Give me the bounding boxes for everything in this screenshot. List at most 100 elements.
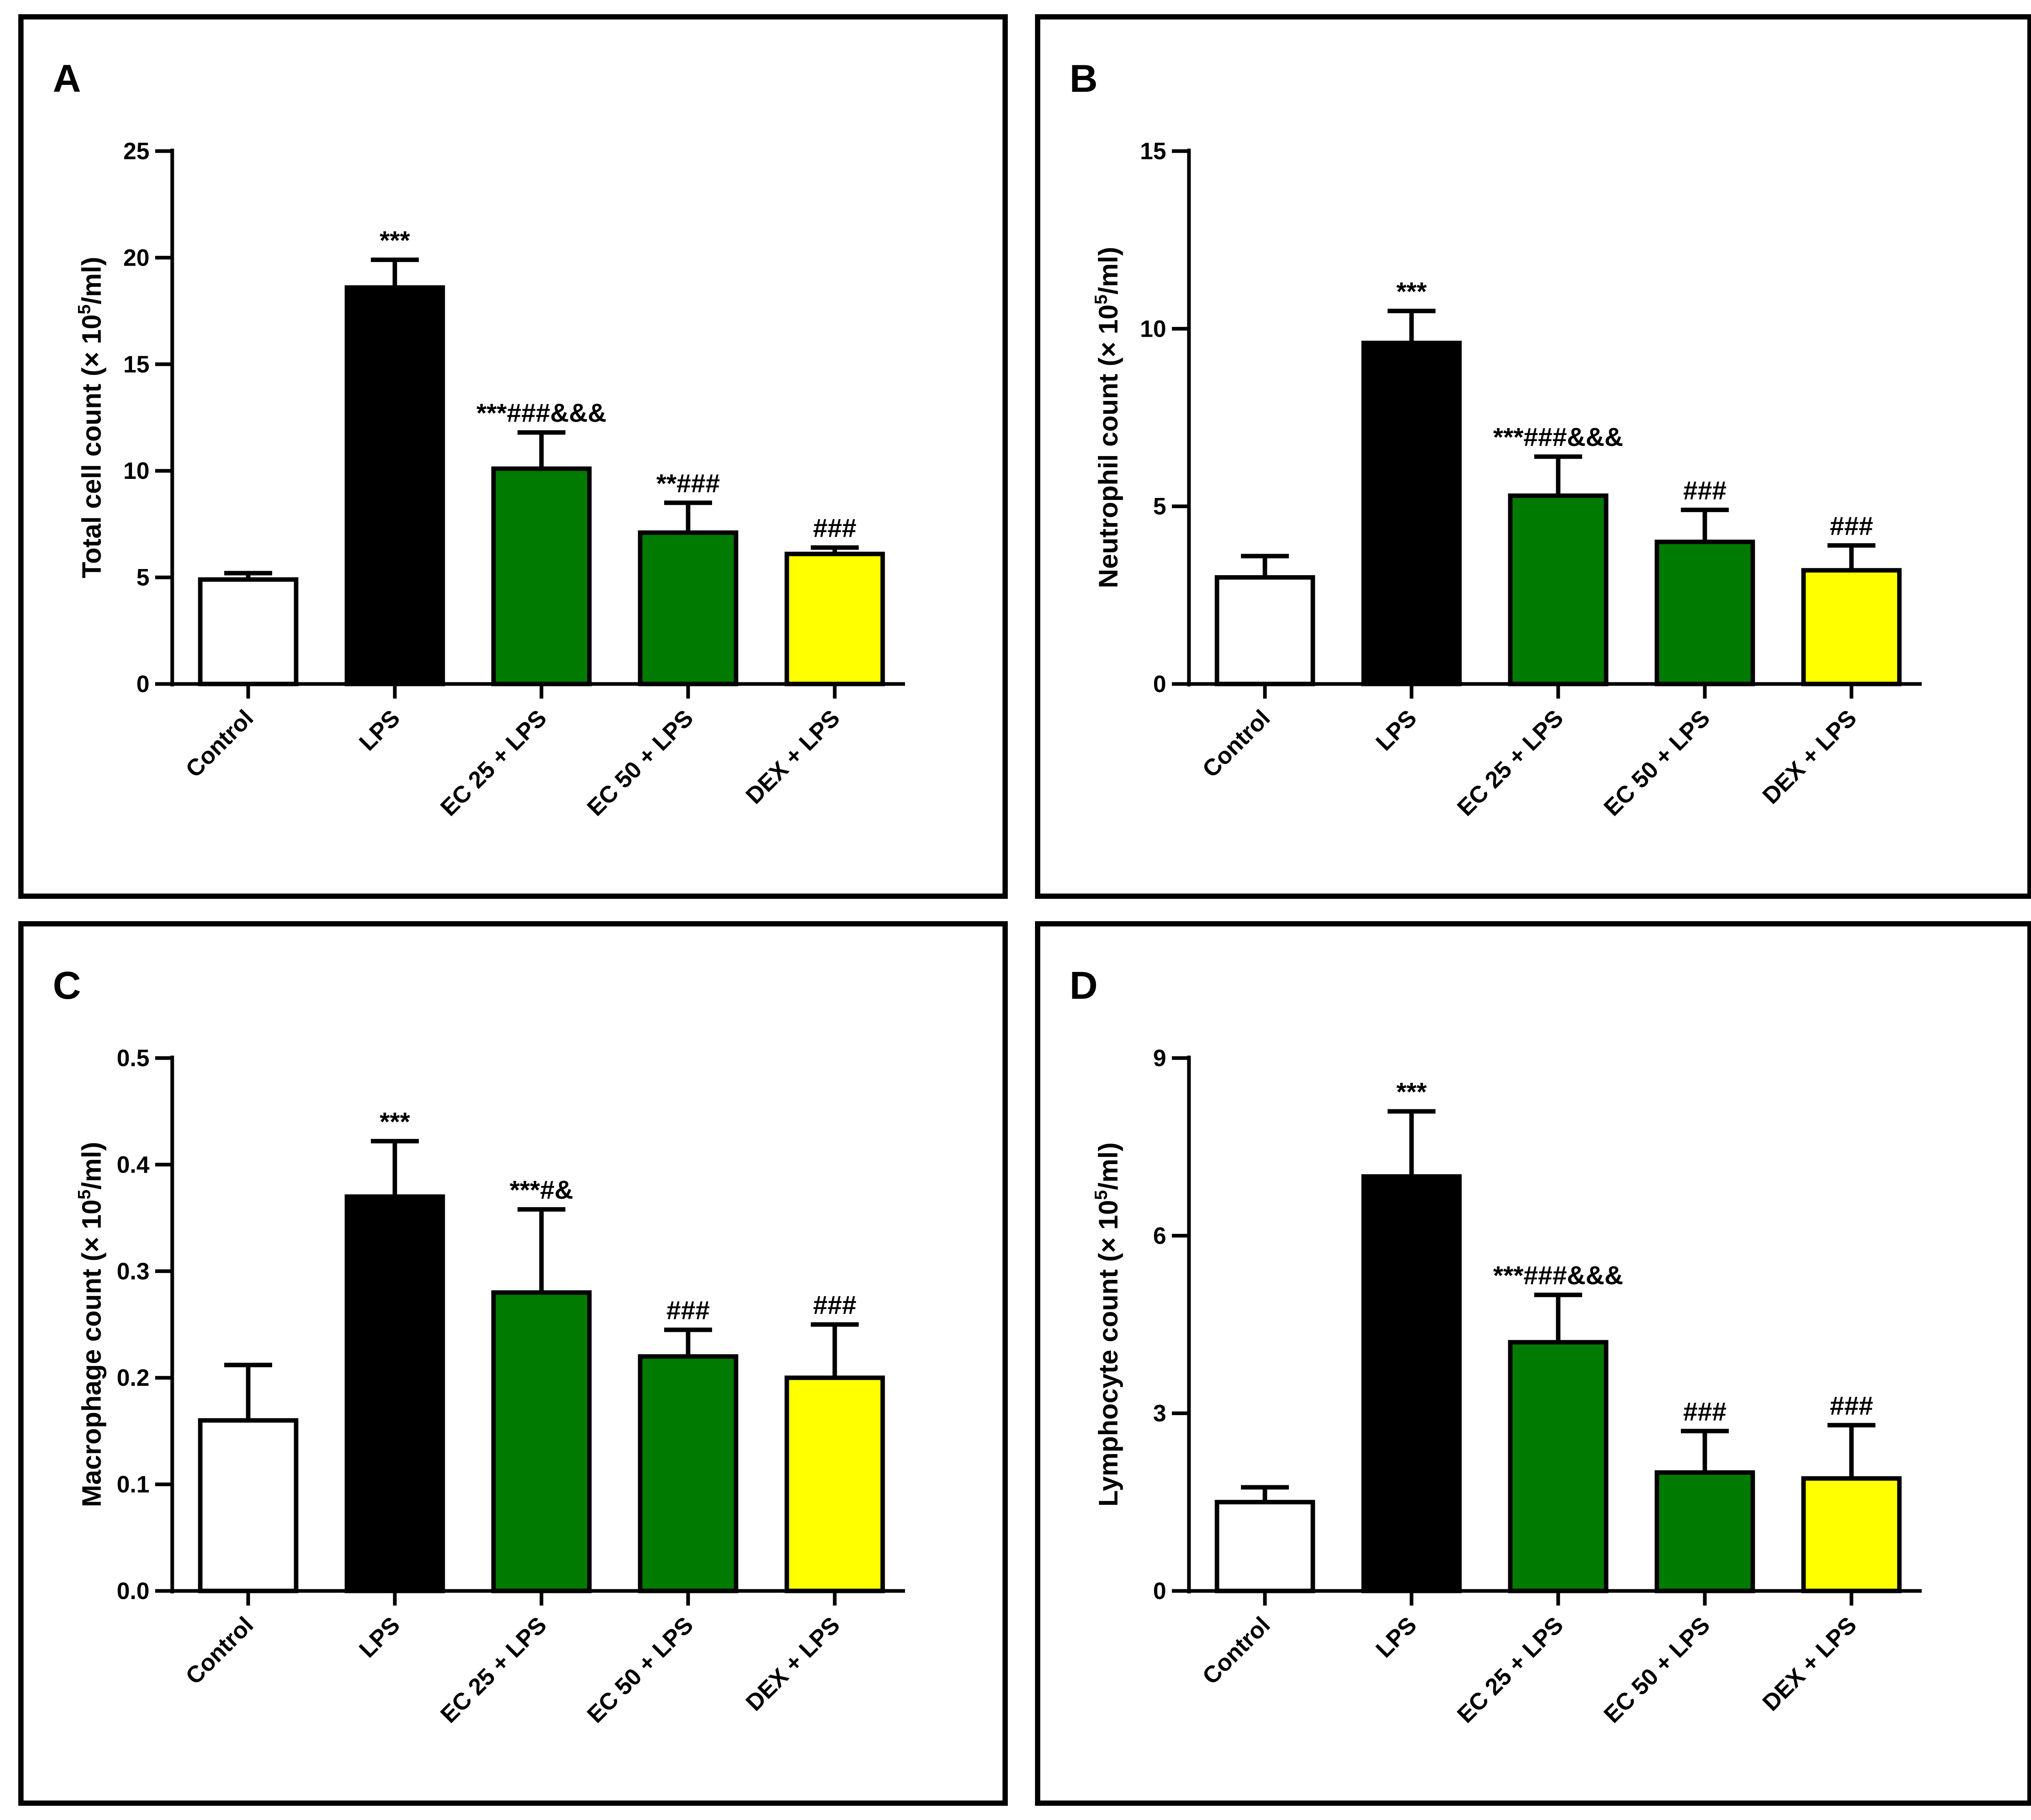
y-tick-label: 15	[1140, 138, 1166, 164]
bar	[198, 577, 299, 686]
chart-a: A *** ***###&&& **### ### 0 5 10 15 20 25 Control LP…	[53, 57, 905, 821]
significance-label: ***###&&&	[1493, 1261, 1623, 1290]
x-tick-label: EC 50 + LPS	[1599, 1612, 1715, 1728]
y-axis-label-exponent: 5	[1091, 1190, 1111, 1200]
bar	[491, 466, 592, 686]
significance-label: ###	[1830, 511, 1873, 541]
x-tick-label: EC 50 + LPS	[1599, 705, 1715, 821]
bar	[638, 530, 738, 686]
significance-label: ###	[1830, 1391, 1873, 1420]
y-tick-label: 10	[1140, 316, 1166, 342]
y-axis-label-exponent: 5	[1091, 294, 1111, 304]
y-tick-label: 0.4	[117, 1151, 149, 1178]
y-tick-label: 0	[136, 671, 149, 697]
bar	[784, 552, 885, 686]
y-axis-label-unit: /ml)	[1093, 1143, 1123, 1190]
panel-letter: D	[1070, 964, 1098, 1007]
bar	[1361, 340, 1462, 686]
bar	[491, 1290, 592, 1593]
x-tick-label: DEX + LPS	[741, 1612, 845, 1716]
y-axis-label: Macrophage count (× 105/ml)	[74, 1142, 106, 1507]
chart-c: C *** ***#& ### ### 0.0 0.1 0.2 0.3 0.4 0.5 Control…	[53, 964, 905, 1728]
chart-panel-b: B *** ***###&&& ### ### 0 5 10 15 Control LPS EC 25…	[1035, 14, 2031, 899]
significance-label: ***###&&&	[1493, 422, 1623, 452]
x-tick-label: EC 25 + LPS	[1452, 1612, 1568, 1728]
significance-label: ###	[1683, 1397, 1727, 1426]
x-tick-label: Control	[1197, 705, 1275, 783]
significance-label: ***	[1397, 1077, 1427, 1106]
y-tick-label: 15	[123, 351, 149, 378]
x-tick-label: EC 25 + LPS	[435, 1612, 552, 1728]
y-axis-label-unit: /ml)	[76, 1142, 106, 1189]
y-tick-label: 0.2	[117, 1365, 149, 1391]
y-tick-label: 0.5	[117, 1045, 149, 1071]
bar	[1215, 1500, 1315, 1593]
significance-label: ***###&&&	[476, 398, 606, 428]
x-tick-label: LPS	[1371, 1612, 1422, 1663]
y-axis-label-unit: /ml)	[1093, 247, 1123, 294]
y-tick-label: 9	[1153, 1045, 1166, 1071]
bar	[1508, 1340, 1609, 1593]
y-axis-label-main: Neutrophil count (× 10	[1093, 305, 1123, 589]
chart-panel-a: A *** ***###&&& **### ### 0 5 10 15 20 25 Control LP…	[18, 14, 1008, 899]
y-tick-label: 0.3	[117, 1258, 149, 1285]
significance-label: ###	[1683, 476, 1727, 505]
x-tick-label: DEX + LPS	[1757, 1612, 1862, 1716]
bar	[784, 1375, 885, 1593]
x-tick-label: LPS	[354, 705, 405, 756]
x-tick-label: DEX + LPS	[1757, 705, 1862, 809]
x-tick-label: Control	[180, 1612, 258, 1690]
y-axis-label: Total cell count (× 105/ml)	[74, 257, 106, 578]
y-axis-label-main: Total cell count (× 10	[76, 314, 106, 578]
chart-panel-d: D *** ***###&&& ### ### 0 3 6 9 Control LPS EC 25 +…	[1035, 921, 2031, 1806]
x-tick-label: Control	[1197, 1612, 1275, 1690]
x-tick-label: DEX + LPS	[741, 705, 845, 809]
chart-b: B *** ***###&&& ### ### 0 5 10 15 Control LPS EC 25…	[1070, 57, 1922, 821]
bar	[198, 1418, 299, 1593]
y-tick-label: 20	[123, 245, 149, 271]
y-axis-label-exponent: 5	[74, 1190, 94, 1199]
significance-label: ###	[813, 1290, 857, 1320]
bar	[1801, 1476, 1902, 1593]
panel-letter: B	[1070, 57, 1098, 100]
y-tick-label: 6	[1153, 1223, 1166, 1249]
chart-d: D *** ***###&&& ### ### 0 3 6 9 Control LPS EC 25 +…	[1070, 964, 1922, 1728]
y-axis-label-unit: /ml)	[76, 257, 106, 304]
y-axis-label: Neutrophil count (× 105/ml)	[1091, 247, 1123, 588]
y-tick-label: 0.1	[117, 1472, 149, 1498]
y-axis-label: Lymphocyte count (× 105/ml)	[1091, 1143, 1123, 1507]
x-tick-label: EC 50 + LPS	[582, 1612, 698, 1728]
y-axis-label-main: Lymphocyte count (× 10	[1093, 1200, 1123, 1506]
bar	[638, 1354, 738, 1593]
x-tick-label: EC 25 + LPS	[435, 705, 552, 821]
x-tick-label: LPS	[354, 1612, 405, 1663]
panel-letter: C	[53, 964, 81, 1007]
bar	[1508, 493, 1609, 686]
y-tick-label: 5	[1153, 493, 1166, 520]
chart-panel-c: C *** ***#& ### ### 0.0 0.1 0.2 0.3 0.4 0.5 Control…	[18, 921, 1008, 1806]
y-axis-label-exponent: 5	[74, 305, 94, 314]
significance-label: ###	[813, 513, 857, 543]
panel-letter: A	[53, 57, 81, 100]
bar	[1654, 539, 1755, 686]
y-tick-label: 5	[136, 565, 149, 591]
bar	[1361, 1174, 1462, 1593]
bar	[344, 285, 445, 686]
y-tick-label: 0	[1153, 1578, 1166, 1604]
bar	[1654, 1470, 1755, 1593]
significance-label: ***	[380, 226, 410, 255]
y-tick-label: 0	[1153, 671, 1166, 697]
significance-label: ***	[1397, 277, 1427, 306]
significance-label: ###	[667, 1296, 710, 1325]
bar	[1215, 575, 1315, 686]
y-tick-label: 25	[123, 138, 149, 164]
bar	[344, 1194, 445, 1593]
y-tick-label: 3	[1153, 1400, 1166, 1427]
y-tick-label: 0.0	[117, 1578, 149, 1604]
significance-label: **###	[656, 469, 720, 498]
bar	[1801, 568, 1902, 686]
x-tick-label: Control	[180, 705, 258, 783]
y-tick-label: 10	[123, 458, 149, 484]
x-tick-label: EC 50 + LPS	[582, 705, 698, 821]
y-axis-label-main: Macrophage count (× 10	[76, 1199, 106, 1507]
